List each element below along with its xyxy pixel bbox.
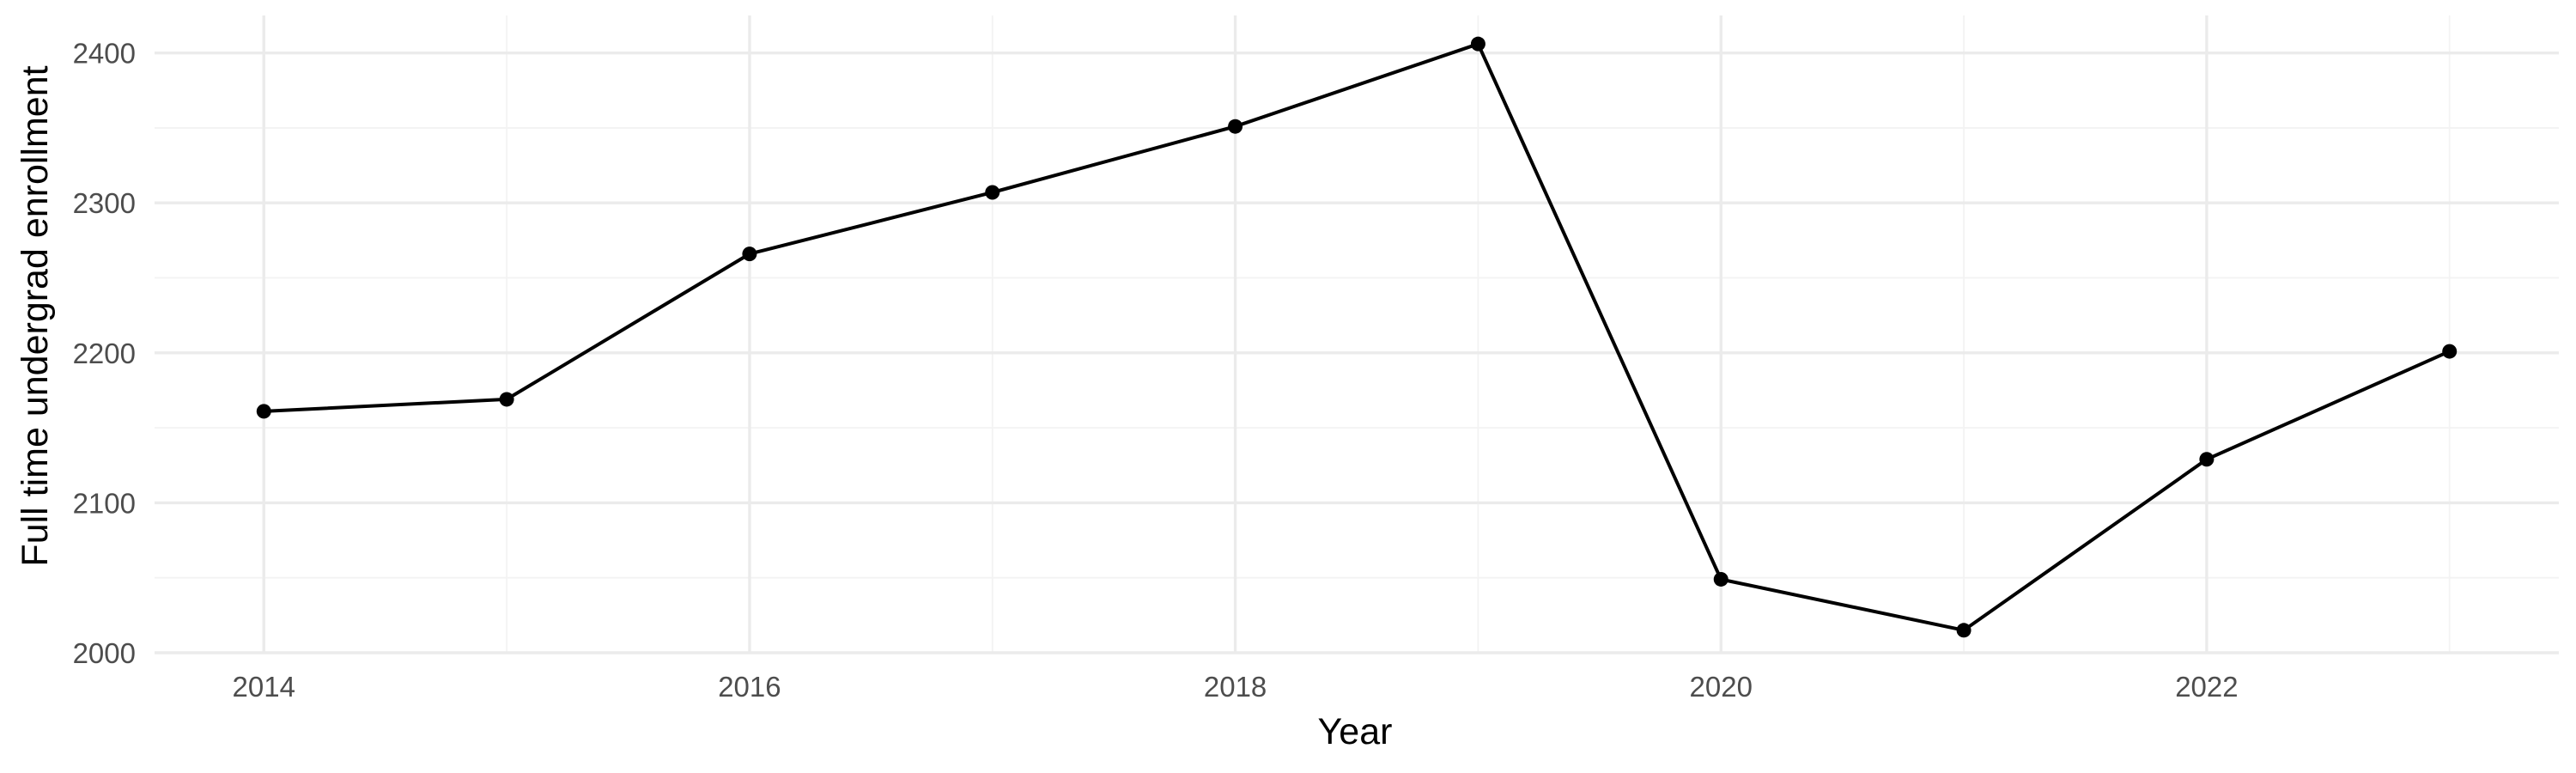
data-point — [2199, 452, 2215, 467]
data-point — [1470, 36, 1485, 52]
y-tick-label: 2000 — [73, 637, 136, 669]
data-points — [256, 36, 2458, 638]
grid — [155, 15, 2559, 654]
x-tick-label: 2018 — [1204, 671, 1267, 703]
data-point — [256, 404, 271, 419]
data-point — [985, 185, 1000, 200]
y-tick-label: 2300 — [73, 187, 136, 219]
y-tick-label: 2400 — [73, 38, 136, 70]
y-tick-label: 2100 — [73, 487, 136, 519]
data-point — [1956, 623, 1971, 638]
x-tick-label: 2020 — [1690, 671, 1753, 703]
y-axis-title: Full time undergrad enrollment — [15, 65, 56, 566]
x-tick-label: 2016 — [718, 671, 781, 703]
data-point — [742, 247, 757, 262]
data-point — [499, 392, 514, 407]
y-tick-label: 2200 — [73, 338, 136, 369]
x-tick-label: 2022 — [2175, 671, 2238, 703]
x-tick-label: 2014 — [233, 671, 295, 703]
data-point — [1713, 571, 1728, 587]
y-tick-labels: 2000 2100 2200 2300 2400 — [73, 38, 136, 669]
x-axis-title: Year — [1318, 711, 1393, 752]
x-tick-labels: 2014 2016 2018 2020 2022 — [233, 671, 2239, 703]
series-line — [264, 42, 2451, 632]
data-point — [2442, 344, 2458, 359]
data-point — [1228, 119, 1243, 134]
